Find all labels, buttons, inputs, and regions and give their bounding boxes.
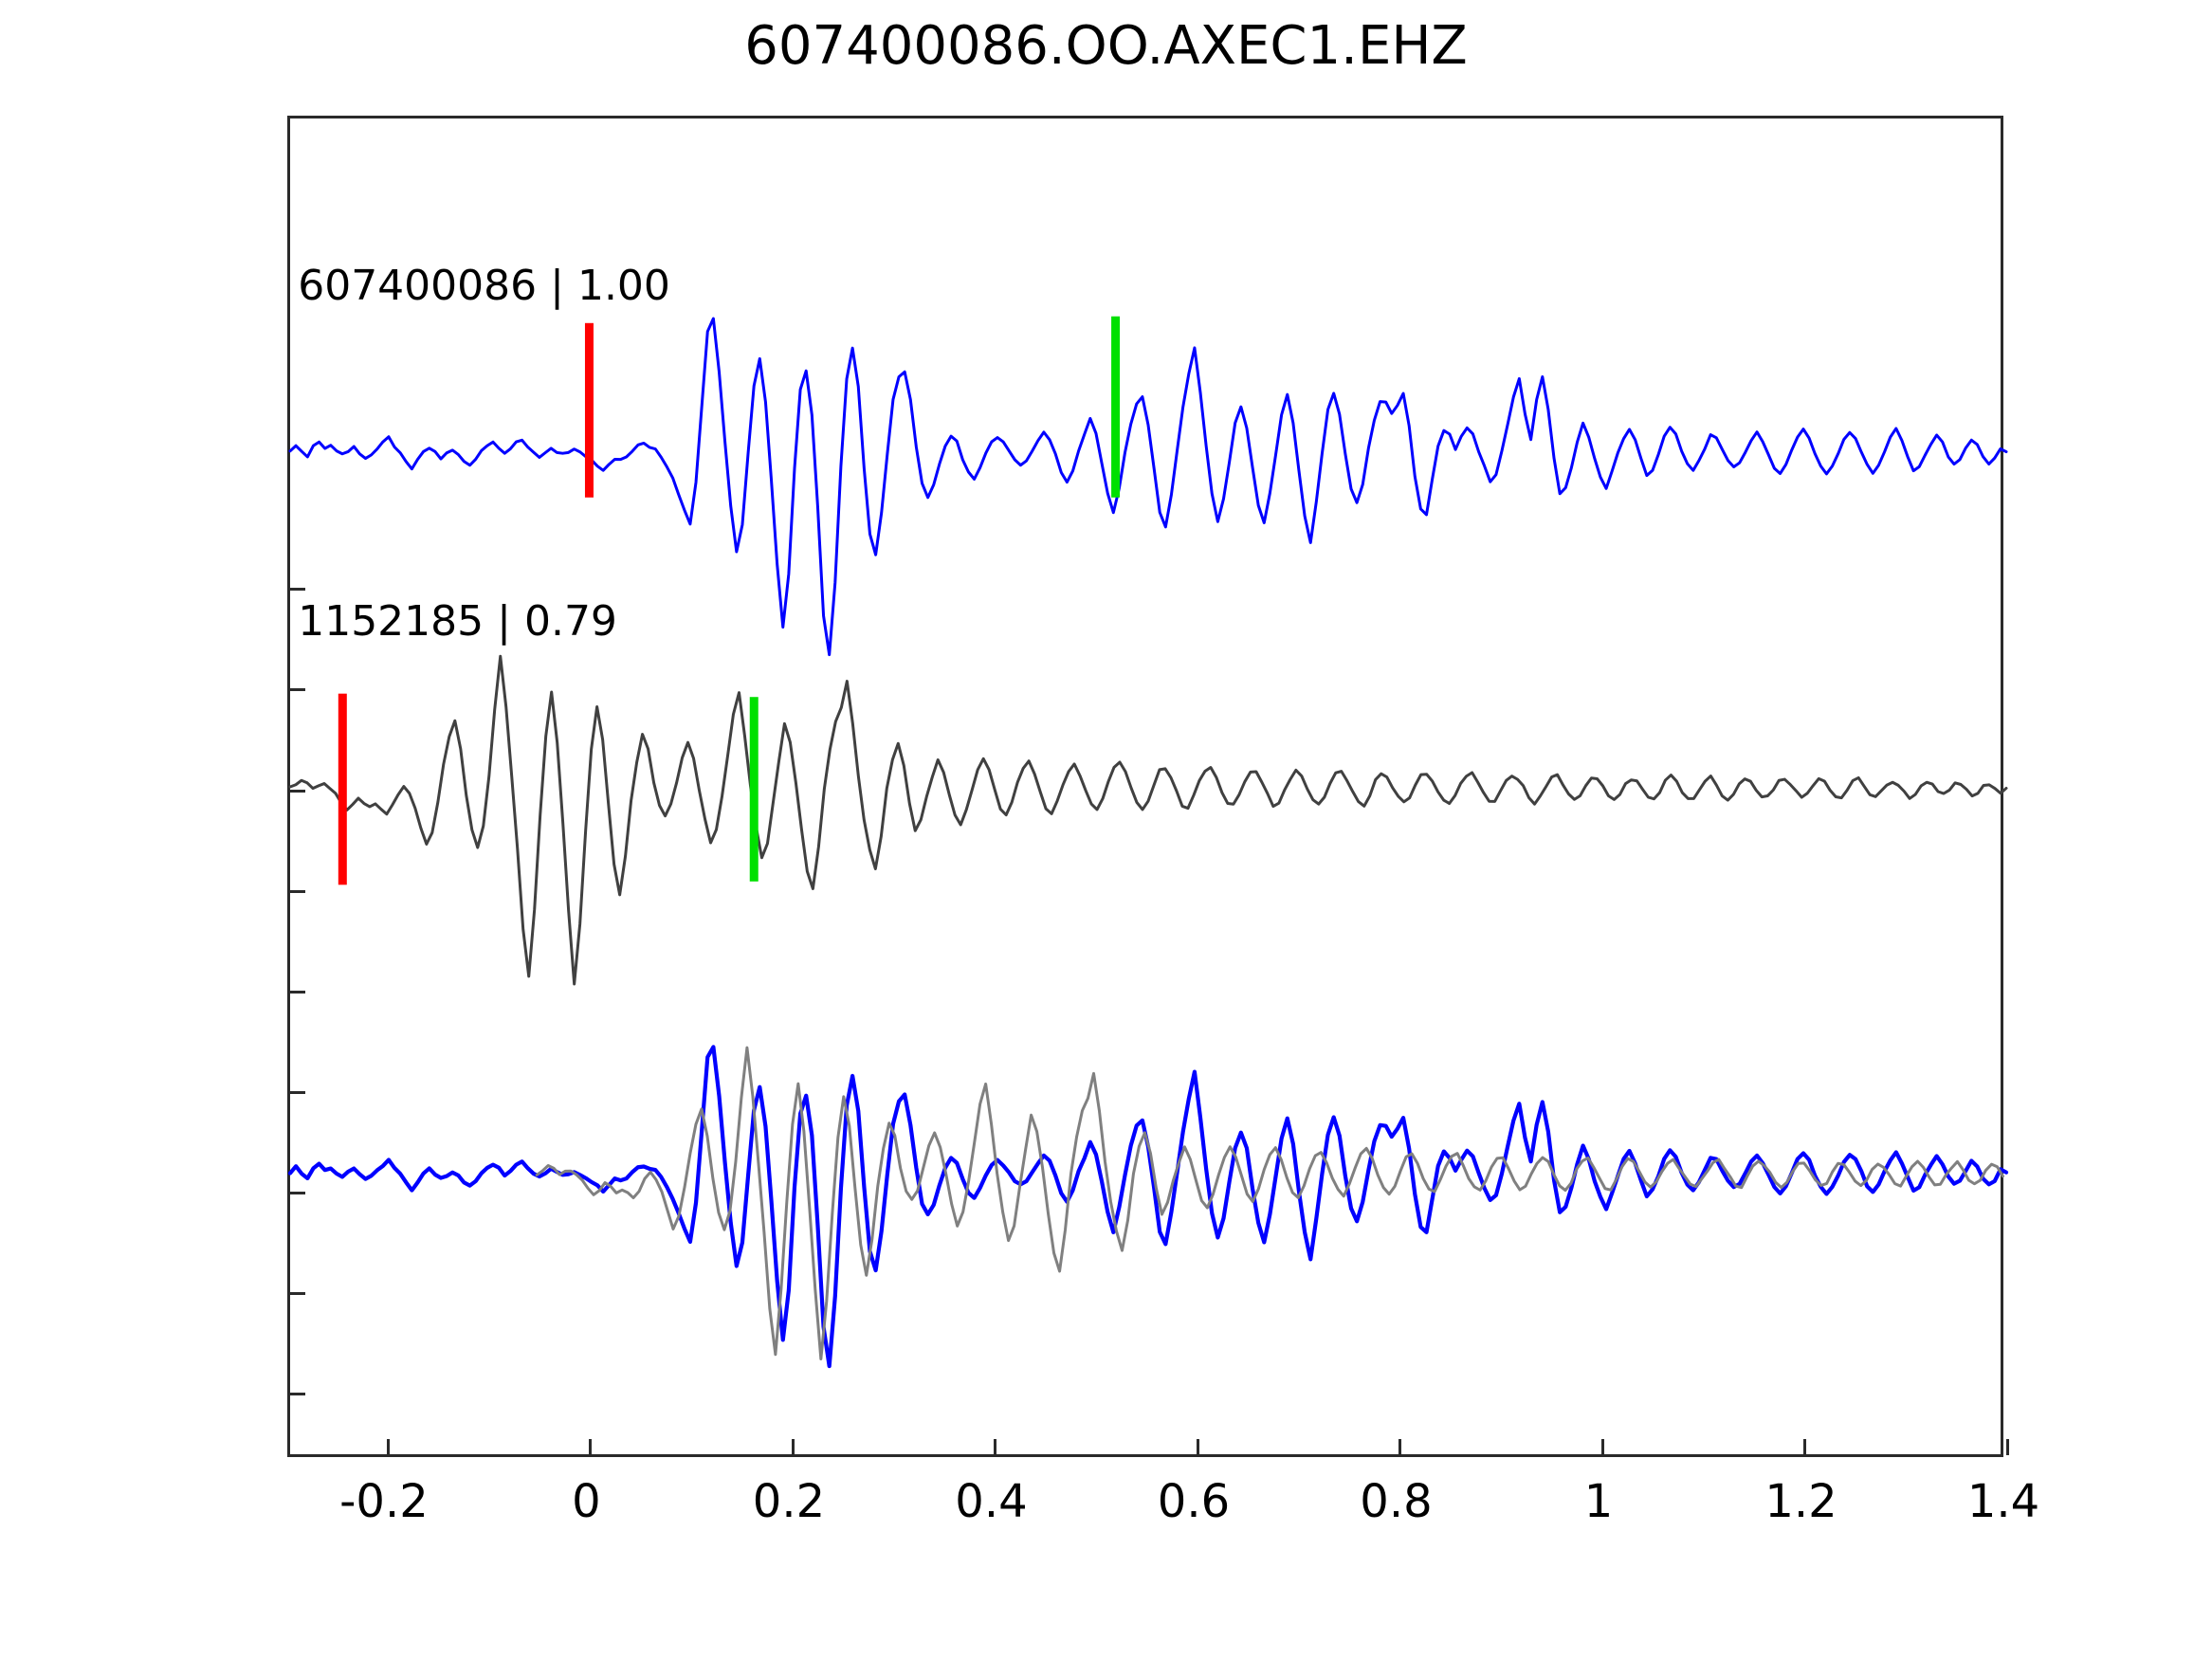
x-tick-label: 1 — [1583, 1475, 1614, 1528]
y-tick-mark — [289, 1393, 305, 1396]
waveform-607400086-overlay — [287, 1045, 2009, 1369]
x-tick-mark — [1196, 1439, 1199, 1455]
x-tick-label: -0.2 — [339, 1475, 429, 1528]
x-tick-label: 0.4 — [955, 1475, 1028, 1528]
x-tick-label: 1.2 — [1764, 1475, 1837, 1528]
plot-axes[interactable] — [287, 116, 2009, 1457]
pick-start-trace2-marker[interactable] — [338, 693, 347, 885]
y-tick-mark — [289, 588, 305, 592]
page-title: 607400086.OO.AXEC1.EHZ — [744, 15, 1468, 77]
x-tick-mark — [589, 1439, 593, 1455]
y-tick-mark — [289, 688, 305, 692]
x-tick-mark — [994, 1439, 997, 1455]
pick-start-trace1-marker[interactable] — [584, 322, 594, 498]
waveform-1152185 — [288, 654, 2008, 986]
x-tick-label: 0.6 — [1157, 1475, 1231, 1528]
x-tick-mark — [2006, 1439, 2009, 1455]
pick-end-trace2-marker[interactable] — [749, 697, 759, 882]
waveform-1152185-overlay — [535, 1046, 2004, 1361]
waveform-607400086 — [288, 317, 2008, 657]
x-tick-label: 0 — [572, 1475, 601, 1528]
x-tick-label: 0.2 — [752, 1475, 826, 1528]
trace-annotation-1152185: 1152185 | 0.79 — [298, 596, 617, 646]
x-tick-mark — [386, 1439, 390, 1455]
y-tick-mark — [289, 990, 305, 994]
y-tick-mark — [289, 1090, 305, 1094]
x-tick-mark — [1803, 1439, 1807, 1455]
y-tick-mark — [289, 889, 305, 893]
x-tick-label: 1.4 — [1966, 1475, 2040, 1528]
y-tick-mark — [289, 789, 305, 793]
x-tick-mark — [1600, 1439, 1604, 1455]
x-tick-mark — [1398, 1439, 1402, 1455]
pick-end-trace1-marker[interactable] — [1111, 316, 1121, 498]
y-tick-mark — [289, 1292, 305, 1296]
waveform-canvas — [287, 316, 2009, 1369]
x-tick-label: 0.8 — [1360, 1475, 1433, 1528]
y-tick-mark — [289, 1192, 305, 1194]
trace-annotation-607400086: 607400086 | 1.00 — [298, 261, 670, 310]
x-tick-mark — [791, 1439, 795, 1455]
